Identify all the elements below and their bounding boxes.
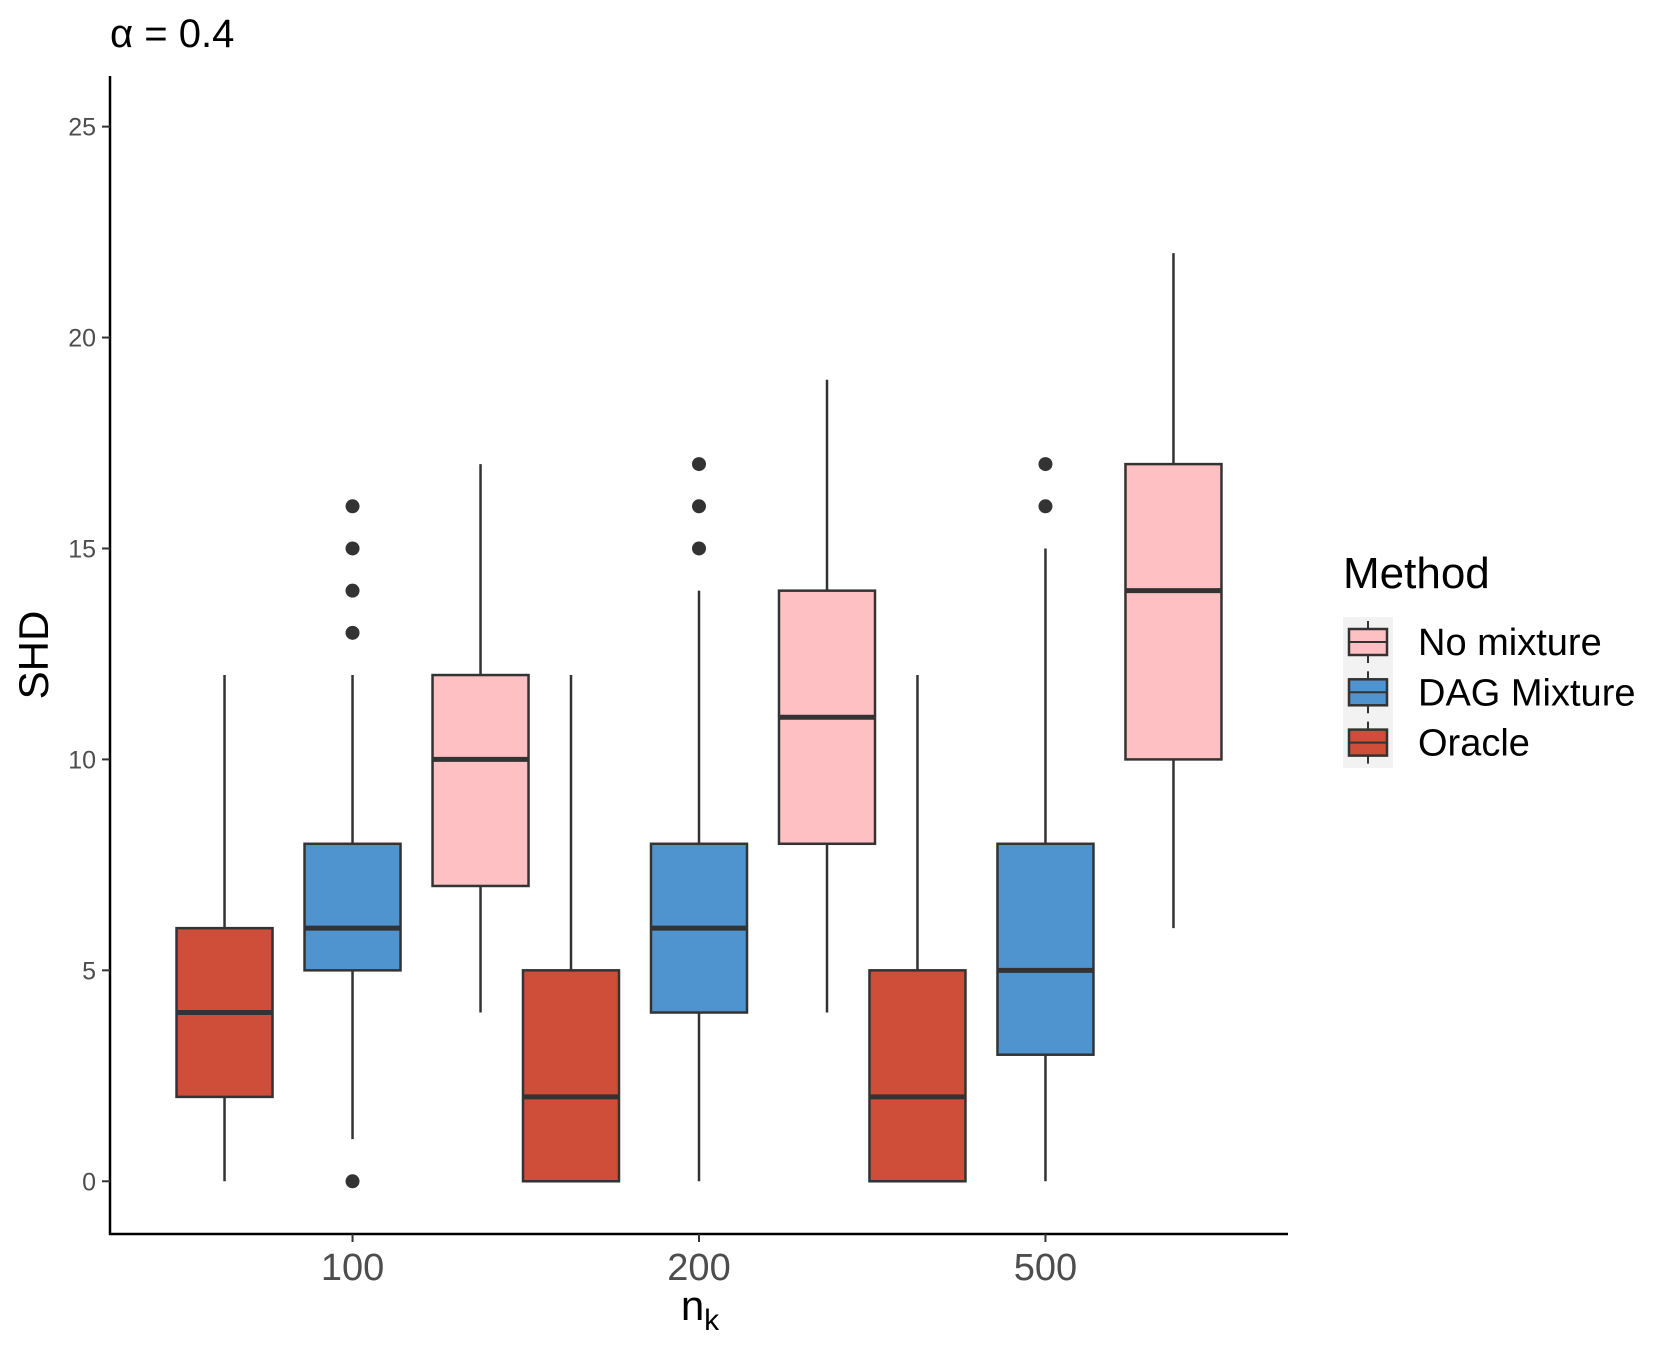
x-tick-label: 100 — [321, 1247, 384, 1289]
box-no-mixture-100 — [431, 464, 530, 1013]
outlier-point — [345, 499, 360, 514]
legend-key-oracle — [1347, 721, 1389, 764]
box-oracle-100 — [175, 675, 274, 1182]
box-no-mixture-200 — [777, 379, 877, 1013]
outlier-point — [345, 541, 360, 556]
x-axis-ticks: 100 200 500 — [321, 1234, 1077, 1289]
y-axis-title: SHD — [10, 611, 57, 700]
legend-label: DAG Mixture — [1418, 672, 1635, 714]
box-iqr — [1124, 462, 1223, 761]
outlier-point — [692, 457, 706, 472]
legend-key-no-mixture — [1347, 621, 1389, 663]
y-tick-label: 15 — [68, 535, 96, 563]
plot-area — [175, 253, 1223, 1189]
box-dag-mixture-200 — [649, 457, 749, 1182]
y-tick-label: 20 — [68, 325, 96, 353]
y-tick-label: 25 — [68, 114, 96, 142]
x-axis-title-subscript: k — [704, 1304, 720, 1337]
legend: Method No mixture DAG Mixture Oracle — [1343, 549, 1635, 768]
outlier-point — [692, 499, 706, 514]
box-iqr — [868, 969, 967, 1183]
outlier-point — [1038, 499, 1053, 514]
box-iqr — [303, 842, 402, 972]
box-iqr — [996, 842, 1095, 1056]
outlier-point — [345, 1174, 360, 1189]
box-oracle-500 — [868, 675, 967, 1183]
x-tick-label: 200 — [667, 1247, 730, 1289]
x-tick-label: 500 — [1014, 1247, 1077, 1289]
outlier-point — [1038, 457, 1053, 472]
box-dag-mixture-500 — [996, 457, 1095, 1182]
box-no-mixture-500 — [1124, 253, 1223, 929]
legend-title: Method — [1343, 549, 1490, 598]
legend-key-dag-mixture — [1347, 671, 1389, 714]
y-tick-label: 10 — [68, 746, 96, 774]
box-iqr — [521, 969, 621, 1183]
y-tick-label: 0 — [82, 1168, 96, 1196]
y-tick-label: 5 — [82, 957, 96, 985]
y-axis-ticks: 0 5 10 15 20 25 — [68, 114, 110, 1196]
outlier-point — [345, 583, 360, 598]
legend-label: No mixture — [1418, 622, 1602, 664]
box-oracle-200 — [521, 675, 621, 1183]
box-dag-mixture-100 — [303, 499, 402, 1189]
box-iqr — [431, 673, 530, 888]
outlier-point — [345, 625, 360, 640]
chart-title: α = 0.4 — [110, 12, 234, 56]
x-axis-title: nk — [681, 1282, 720, 1337]
legend-label: Oracle — [1418, 723, 1530, 765]
x-axis-title-main: n — [681, 1282, 704, 1329]
outlier-point — [692, 541, 706, 556]
